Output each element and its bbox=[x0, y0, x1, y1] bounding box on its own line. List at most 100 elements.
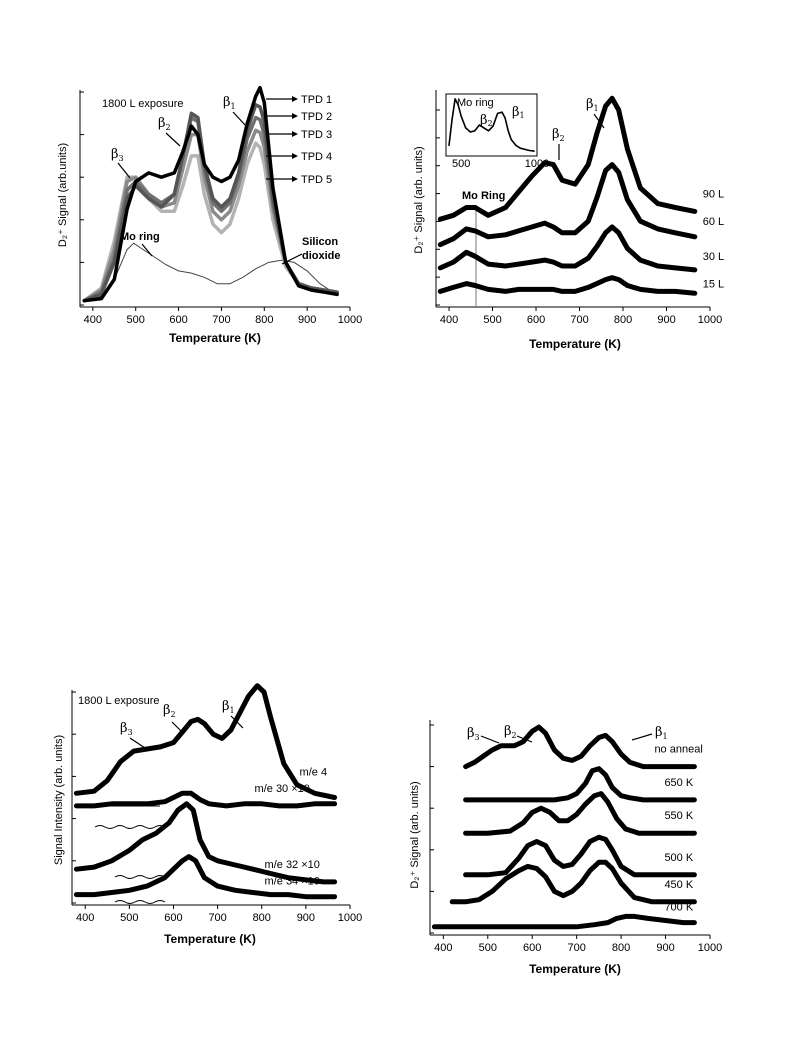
beta1-arrow bbox=[593, 113, 605, 129]
inset-beta2-label: β2 bbox=[480, 113, 493, 128]
inset-chart: Mo ring β2 β1 500 1000 bbox=[445, 93, 549, 170]
series-label: m/e 32 ×10 bbox=[265, 859, 320, 871]
beta3-label: β3 bbox=[111, 147, 124, 163]
series-label: 450 K bbox=[664, 879, 693, 891]
y-ticks bbox=[436, 109, 440, 306]
x-tick-label: 900 bbox=[657, 314, 675, 326]
beta3-arrow bbox=[129, 737, 146, 749]
beta1-arrow bbox=[631, 733, 653, 741]
x-tick-label: 600 bbox=[523, 942, 541, 954]
x-tick-label: 700 bbox=[567, 942, 585, 954]
series-line bbox=[437, 224, 698, 273]
inset-series-line bbox=[448, 98, 535, 152]
legend-label: TPD 3 bbox=[301, 129, 332, 141]
legend: TPD 1 TPD 2 TPD 3 TPD 4 TPD 5 bbox=[266, 94, 332, 186]
series-line bbox=[437, 275, 698, 296]
beta1-label: β1 bbox=[223, 95, 236, 111]
series-line bbox=[82, 85, 339, 303]
series-line bbox=[73, 683, 338, 800]
beta1-label: β1 bbox=[586, 97, 599, 113]
inset-frame bbox=[445, 93, 538, 157]
baseline-trace bbox=[114, 875, 166, 879]
series-group bbox=[73, 683, 338, 900]
beta1-label: β1 bbox=[655, 725, 668, 741]
y-axis-label: D₂⁺ Signal (arb.units) bbox=[57, 143, 69, 247]
y-ticks bbox=[430, 724, 434, 934]
x-tick-label: 400 bbox=[440, 314, 458, 326]
series-line bbox=[73, 854, 338, 900]
series-line bbox=[463, 834, 697, 878]
series-label: 90 L bbox=[703, 188, 724, 200]
mo-ring-label: Mo Ring bbox=[462, 190, 505, 202]
beta3-label: β3 bbox=[120, 721, 133, 737]
beta1-label: β1 bbox=[222, 699, 235, 715]
x-ticks: 400 500 600 700 800 900 1000 bbox=[84, 307, 362, 326]
series-line bbox=[83, 242, 338, 302]
series-line bbox=[431, 913, 697, 930]
chart-tpd-exposure: 400 500 600 700 800 900 1000 Temperature (K) D… bbox=[57, 85, 362, 345]
x-axis-label: Temperature (K) bbox=[529, 962, 621, 976]
y-ticks bbox=[72, 691, 76, 904]
beta1-arrow bbox=[230, 715, 244, 729]
legend-label: TPD 1 bbox=[301, 94, 332, 106]
series-group bbox=[431, 724, 697, 930]
y-axis-label: D₂⁺ Signal (arb. units) bbox=[413, 146, 425, 253]
x-tick-label: 1000 bbox=[338, 912, 362, 924]
series-label: 650 K bbox=[664, 777, 693, 789]
series-group bbox=[82, 85, 339, 303]
inset-x-tick-label: 500 bbox=[452, 158, 470, 170]
mo-ring-label: Mo ring bbox=[120, 231, 160, 243]
series-line bbox=[437, 162, 698, 248]
beta1-arrow bbox=[232, 111, 247, 127]
x-tick-label: 500 bbox=[127, 314, 145, 326]
mo-ring-arrow bbox=[141, 243, 153, 257]
legend-arrowhead bbox=[292, 113, 298, 119]
x-tick-label: 400 bbox=[84, 314, 102, 326]
exposure-label: 1800 L exposure bbox=[102, 98, 184, 110]
series-line bbox=[463, 724, 697, 770]
chart-anneal: 400 500 600 700 800 900 1000 no anneal 650 K 550… bbox=[409, 720, 722, 976]
inset-x-tick-label: 1000 bbox=[525, 158, 549, 170]
x-tick-label: 400 bbox=[434, 942, 452, 954]
x-tick-label: 1000 bbox=[338, 314, 362, 326]
silicon-label-line1: Silicon bbox=[302, 236, 338, 248]
x-tick-label: 800 bbox=[612, 942, 630, 954]
series-label: no anneal bbox=[654, 744, 702, 756]
series-labels: no anneal 650 K 550 K 500 K 450 K 700 K bbox=[654, 744, 702, 914]
beta2-label: β2 bbox=[163, 703, 176, 719]
silicon-label-line2: dioxide bbox=[302, 250, 341, 262]
beta2-arrow bbox=[171, 721, 185, 735]
series-labels: m/e 4 m/e 30 ×10 m/e 32 ×10 m/e 34 ×10 bbox=[255, 767, 328, 888]
x-tick-label: 900 bbox=[297, 912, 315, 924]
series-labels: 90 L 60 L 30 L 15 L bbox=[703, 188, 724, 290]
y-axis-label: Signal Intensity (arb. units) bbox=[53, 735, 65, 865]
legend-arrowhead bbox=[292, 176, 298, 182]
beta2-arrow bbox=[516, 735, 533, 743]
beta2-label: β2 bbox=[552, 127, 565, 143]
x-ticks: 400 500 600 700 800 900 1000 bbox=[76, 905, 362, 924]
x-axis-label: Temperature (K) bbox=[164, 932, 256, 946]
series-line bbox=[437, 95, 698, 222]
series-label: 550 K bbox=[664, 810, 693, 822]
x-tick-label: 600 bbox=[164, 912, 182, 924]
x-tick-label: 700 bbox=[212, 314, 230, 326]
x-axis-label: Temperature (K) bbox=[169, 331, 261, 345]
beta2-arrow bbox=[165, 132, 181, 147]
series-line bbox=[463, 766, 697, 803]
x-tick-label: 800 bbox=[255, 314, 273, 326]
chart-mass-signals: 400 500 600 700 800 900 1000 m/e 4m/e 30 ×10m/… bbox=[53, 683, 362, 946]
x-tick-label: 500 bbox=[120, 912, 138, 924]
x-tick-label: 700 bbox=[208, 912, 226, 924]
x-tick-label: 1000 bbox=[698, 942, 722, 954]
legend-arrowhead bbox=[292, 131, 298, 137]
x-ticks: 400 500 600 700 800 900 1000 bbox=[440, 307, 722, 326]
x-tick-label: 800 bbox=[614, 314, 632, 326]
x-tick-label: 400 bbox=[76, 912, 94, 924]
legend-label: TPD 5 bbox=[301, 174, 332, 186]
beta2-label: β2 bbox=[158, 116, 171, 132]
series-label: m/e 30 ×10 bbox=[255, 783, 310, 795]
series-label: m/e 34 ×10 bbox=[265, 876, 320, 888]
legend-label: TPD 2 bbox=[301, 111, 332, 123]
y-axis-label: D₂⁺ Signal (arb. units) bbox=[409, 781, 421, 888]
series-label: 60 L bbox=[703, 216, 724, 228]
